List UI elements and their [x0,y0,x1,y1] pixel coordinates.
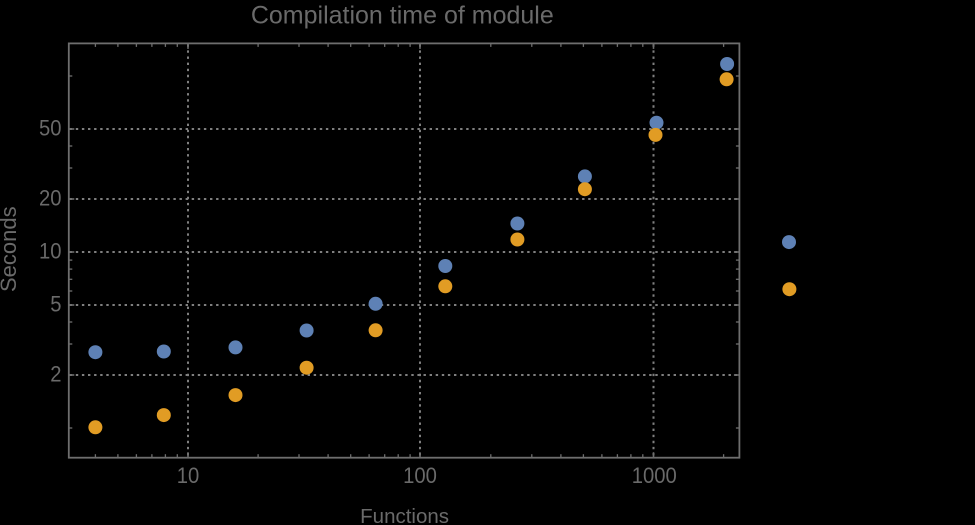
svg-text:10: 10 [177,464,200,488]
svg-text:Seconds: Seconds [0,206,21,292]
svg-text:2: 2 [50,363,61,387]
svg-text:Compilation time of module: Compilation time of module [251,2,554,30]
svg-text:20: 20 [39,187,62,211]
svg-text:10: 10 [39,240,62,264]
svg-text:50: 50 [39,117,62,141]
svg-text:Functions: Functions [360,505,449,525]
svg-text:5: 5 [50,293,61,317]
svg-text:100: 100 [403,464,437,488]
svg-text:1000: 1000 [632,464,677,488]
